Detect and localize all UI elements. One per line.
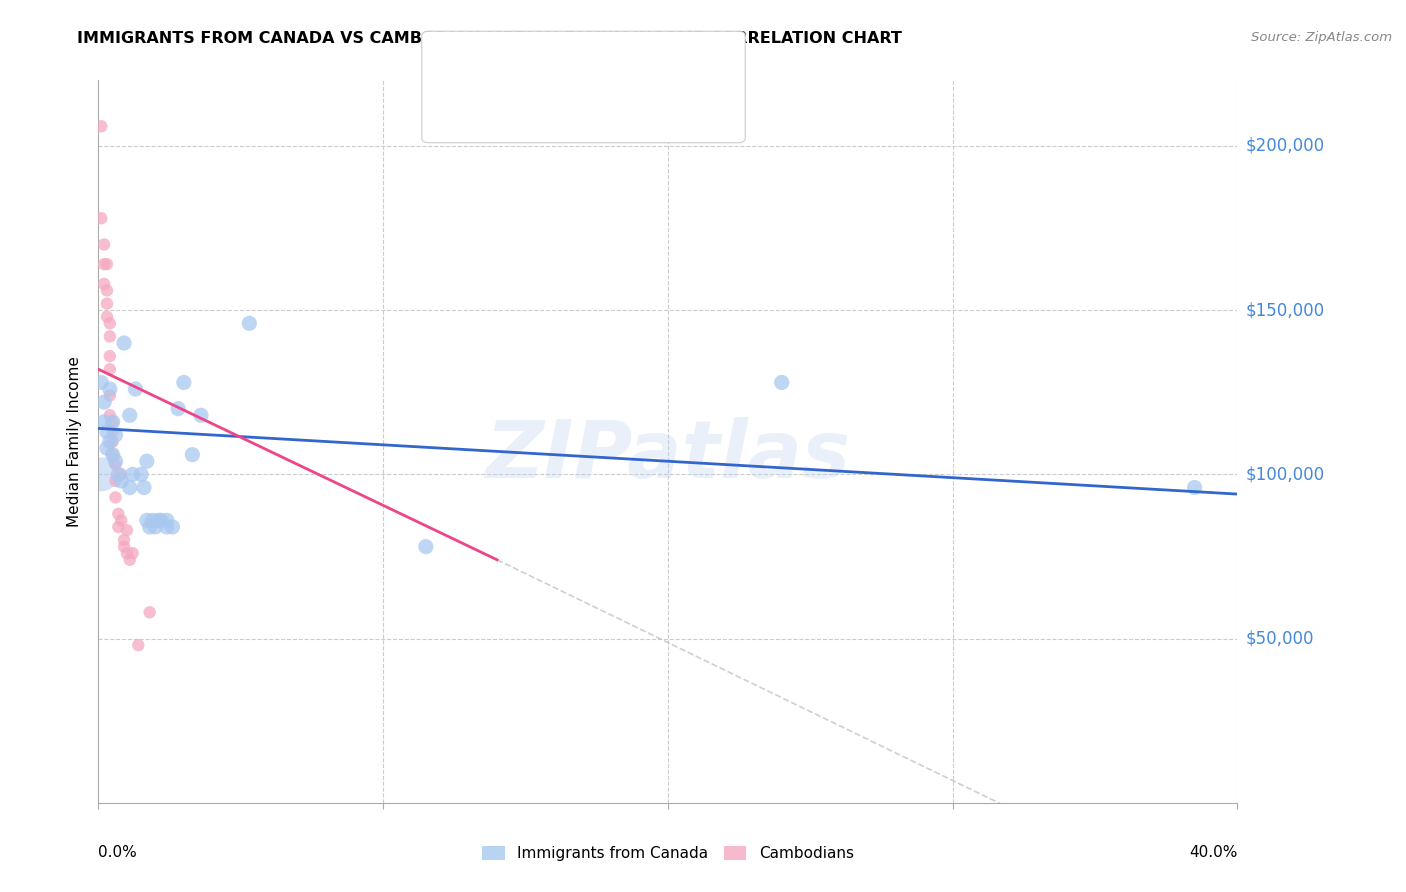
Point — [118, 481, 141, 495]
Point — [770, 376, 793, 390]
Point — [112, 336, 135, 351]
Point — [156, 513, 179, 527]
Point — [150, 513, 173, 527]
Point — [138, 520, 160, 534]
Text: $200,000: $200,000 — [1246, 137, 1324, 155]
Point — [167, 401, 190, 416]
Point — [101, 425, 124, 439]
Point — [101, 448, 124, 462]
Point — [135, 513, 157, 527]
Text: $100,000: $100,000 — [1246, 466, 1324, 483]
Point — [90, 211, 112, 226]
Point — [110, 474, 132, 488]
Point — [110, 513, 132, 527]
Text: 0.0%: 0.0% — [98, 846, 138, 861]
Point — [93, 395, 115, 409]
Point — [148, 513, 170, 527]
Point — [181, 448, 204, 462]
Point — [115, 523, 138, 537]
Point — [107, 467, 129, 482]
Point — [104, 454, 127, 468]
Text: $150,000: $150,000 — [1246, 301, 1324, 319]
Point — [190, 409, 212, 423]
Legend: Immigrants from Canada, Cambodians: Immigrants from Canada, Cambodians — [475, 840, 860, 867]
Point — [98, 362, 121, 376]
Point — [98, 329, 121, 343]
Point — [93, 257, 115, 271]
Point — [141, 513, 163, 527]
Point — [101, 415, 124, 429]
Text: 40.0%: 40.0% — [1189, 846, 1237, 861]
Point — [129, 467, 152, 482]
Point — [132, 481, 155, 495]
Point — [98, 316, 121, 330]
Point — [90, 120, 112, 134]
Point — [112, 533, 135, 547]
Point — [173, 376, 195, 390]
Point — [104, 428, 127, 442]
Point — [101, 448, 124, 462]
Point — [118, 553, 141, 567]
Text: Source: ZipAtlas.com: Source: ZipAtlas.com — [1251, 31, 1392, 45]
Text: N = 34: N = 34 — [626, 95, 688, 113]
Point — [112, 540, 135, 554]
Point — [98, 388, 121, 402]
Point — [98, 434, 121, 449]
Text: R =  -0.479: R = -0.479 — [474, 95, 568, 113]
Point — [1184, 481, 1206, 495]
Point — [138, 605, 160, 619]
Point — [162, 520, 184, 534]
Point — [238, 316, 260, 330]
Point — [93, 237, 115, 252]
Point — [96, 441, 118, 455]
Point — [145, 520, 167, 534]
Point — [96, 284, 118, 298]
Text: IMMIGRANTS FROM CANADA VS CAMBODIAN MEDIAN FAMILY INCOME CORRELATION CHART: IMMIGRANTS FROM CANADA VS CAMBODIAN MEDI… — [77, 31, 903, 46]
Point — [115, 546, 138, 560]
Point — [415, 540, 437, 554]
Point — [101, 415, 124, 429]
Point — [107, 507, 129, 521]
Point — [93, 415, 115, 429]
Text: N = 38: N = 38 — [626, 54, 688, 71]
Point — [121, 546, 143, 560]
Point — [98, 409, 121, 423]
Point — [96, 310, 118, 324]
Y-axis label: Median Family Income: Median Family Income — [67, 356, 83, 527]
Point — [121, 467, 143, 482]
Point — [101, 434, 124, 449]
Point — [104, 491, 127, 505]
Point — [90, 467, 112, 482]
Point — [104, 458, 127, 472]
Text: R =  -0.186: R = -0.186 — [474, 54, 568, 71]
Point — [90, 376, 112, 390]
Point — [124, 382, 146, 396]
Point — [96, 257, 118, 271]
Point — [98, 349, 121, 363]
Point — [135, 454, 157, 468]
Point — [104, 474, 127, 488]
Point — [96, 296, 118, 310]
Point — [96, 425, 118, 439]
Point — [107, 520, 129, 534]
Point — [118, 409, 141, 423]
Point — [93, 277, 115, 291]
Point — [156, 520, 179, 534]
Point — [98, 382, 121, 396]
Text: ZIPatlas: ZIPatlas — [485, 417, 851, 495]
Point — [110, 467, 132, 482]
Text: $50,000: $50,000 — [1246, 630, 1315, 648]
Point — [127, 638, 149, 652]
